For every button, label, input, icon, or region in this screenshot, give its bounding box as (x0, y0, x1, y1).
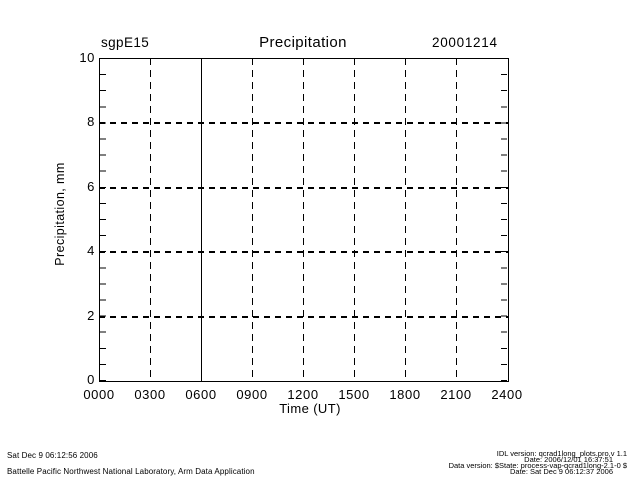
footer-data-date: Date: Sat Dec 9 06:12:37 2006 (510, 467, 613, 476)
plot-title: Precipitation (259, 34, 347, 51)
data-series-precipitation (201, 58, 202, 381)
xtick-label: 0000 (83, 387, 115, 402)
y-axis-title: Precipitation, mm (53, 162, 67, 266)
xtick-label: 0600 (185, 387, 217, 402)
y-axis-minor-ticks-right (501, 58, 507, 381)
gridline-x-1200 (303, 58, 304, 381)
footer-organization: Battelle Pacific Northwest National Labo… (7, 467, 255, 476)
xtick-label: 0300 (134, 387, 166, 402)
ytick-label: 6 (87, 179, 95, 194)
plot-label-date: 20001214 (432, 35, 498, 50)
footer-idl-date: Date: 2006/12/01 16:37:51 (524, 455, 613, 464)
gridline-x-0300 (150, 58, 151, 381)
ytick-label: 10 (79, 50, 95, 65)
xtick-label: 2400 (491, 387, 523, 402)
footer-data-version: Data version: $State: process-vap-qcrad1… (448, 461, 627, 470)
plot-label-site: sgpE15 (101, 35, 150, 50)
xtick-label: 2100 (440, 387, 472, 402)
gridline-x-1800 (405, 58, 406, 381)
ytick-label: 4 (87, 243, 95, 258)
gridline-x-2100 (456, 58, 457, 381)
xtick-label: 1500 (338, 387, 370, 402)
xtick-label: 1800 (389, 387, 421, 402)
gridline-x-1500 (354, 58, 355, 381)
plot-area (99, 58, 509, 382)
xtick-label: 0900 (236, 387, 268, 402)
y-axis-minor-ticks-left (100, 58, 106, 381)
xtick-label: 1200 (287, 387, 319, 402)
gridline-x-0900 (252, 58, 253, 381)
x-axis-title: Time (UT) (279, 401, 341, 416)
ytick-label: 8 (87, 114, 95, 129)
footer-idl-version: IDL version: qcrad1long_plots.pro,v 1.1 (496, 449, 627, 458)
ytick-label: 0 (87, 372, 95, 387)
ytick-label: 2 (87, 308, 95, 323)
footer-timestamp: Sat Dec 9 06:12:56 2006 (7, 451, 98, 460)
